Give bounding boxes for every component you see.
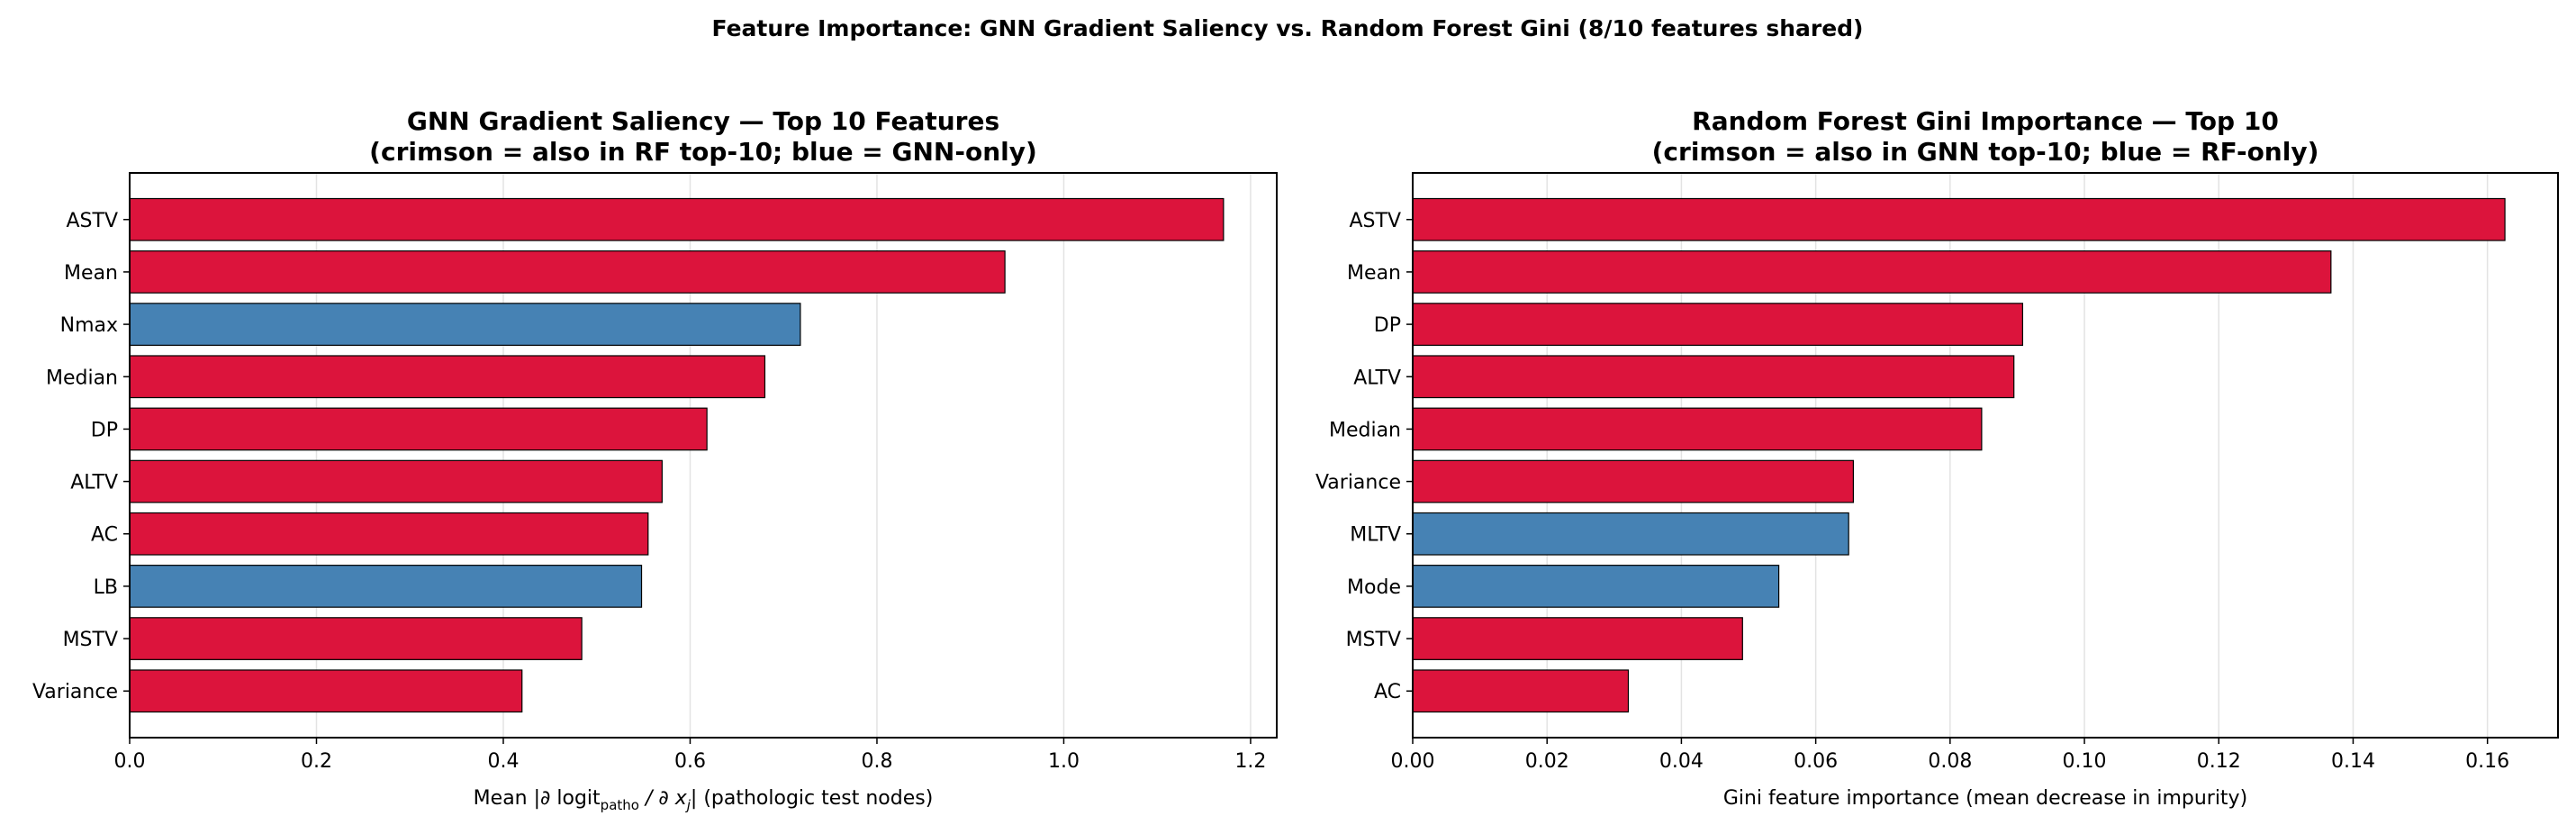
- rf-ytick-label: Variance: [1315, 472, 1401, 494]
- gnn-ytick-label: ALTV: [70, 472, 118, 494]
- gnn-xtick-label: 0.4: [487, 750, 519, 773]
- rf-gini-panel: Random Forest Gini Importance — Top 10 (…: [1315, 106, 2559, 810]
- rf-ytick-label: ASTV: [1349, 210, 1401, 232]
- gnn-xlabel: Mean |∂ logitpatho / ∂ xj| (pathologic t…: [474, 787, 934, 813]
- rf-ytick-label: MSTV: [1346, 629, 1401, 651]
- rf-bar-dp: [1412, 303, 2024, 346]
- rf-bar-variance: [1412, 459, 1855, 503]
- gnn-xtick-label: 0.2: [301, 750, 332, 773]
- rf-xtick-label: 0.06: [1794, 750, 1838, 773]
- gnn-xtick-label: 0.0: [114, 750, 146, 773]
- rf-ytick-label: Median: [1329, 419, 1401, 441]
- rf-bar-altv: [1412, 355, 2015, 399]
- gnn-bar-astv: [129, 197, 1225, 241]
- rf-bar-mode: [1412, 565, 1780, 608]
- rf-bar-mstv: [1412, 617, 1743, 660]
- rf-xtick-label: 0.16: [2465, 750, 2509, 773]
- rf-ytick-label: AC: [1374, 681, 1401, 703]
- rf-title-line2: (crimson = also in GNN top-10; blue = RF…: [1652, 137, 2319, 167]
- gnn-ytick-label: AC: [91, 524, 118, 547]
- rf-axes-frame: [1412, 172, 2559, 739]
- rf-bar-astv: [1412, 197, 2506, 241]
- gnn-title-line2: (crimson = also in RF top-10; blue = GNN…: [369, 137, 1037, 167]
- gnn-bar-dp: [129, 407, 708, 451]
- gnn-ytick-label: Nmax: [60, 314, 118, 337]
- rf-bar-median: [1412, 407, 1983, 451]
- rf-ytick-label: MLTV: [1350, 524, 1401, 547]
- gnn-bar-lb: [129, 565, 643, 608]
- gnn-ytick-label: DP: [91, 419, 118, 441]
- rf-ytick-label: Mean: [1347, 262, 1401, 285]
- rf-xtick-label: 0.10: [2063, 750, 2107, 773]
- gnn-bar-median: [129, 355, 766, 399]
- gnn-bar-nmax: [129, 303, 801, 346]
- rf-xtick-label: 0.02: [1525, 750, 1569, 773]
- gnn-title-line1: GNN Gradient Saliency — Top 10 Features: [407, 106, 999, 136]
- rf-xtick-label: 0.12: [2197, 750, 2241, 773]
- rf-ytick-label: Mode: [1347, 576, 1401, 599]
- gnn-bar-ac: [129, 512, 649, 556]
- suptitle: Feature Importance: GNN Gradient Salienc…: [712, 15, 1864, 41]
- rf-bar-ac: [1412, 669, 1630, 713]
- rf-ytick-label: DP: [1374, 314, 1401, 337]
- gnn-xtick-label: 0.6: [674, 750, 706, 773]
- gnn-ytick-label: ASTV: [66, 210, 118, 232]
- rf-xtick-label: 0.04: [1659, 750, 1704, 773]
- rf-bar-mltv: [1412, 512, 1849, 556]
- gnn-ytick-label: Variance: [32, 681, 118, 703]
- rf-xtick-label: 0.14: [2331, 750, 2375, 773]
- gnn-xtick-label: 1.0: [1048, 750, 1080, 773]
- gnn-bar-altv: [129, 459, 663, 503]
- gnn-ytick-label: Mean: [64, 262, 118, 285]
- gnn-saliency-panel: GNN Gradient Saliency — Top 10 Features …: [32, 106, 1278, 813]
- rf-xtick-label: 0.00: [1391, 750, 1435, 773]
- gnn-bar-variance: [129, 669, 523, 713]
- gnn-xtick-label: 1.2: [1234, 750, 1266, 773]
- gnn-ytick-label: Median: [46, 367, 118, 389]
- gnn-bar-mstv: [129, 617, 583, 660]
- rf-title-line1: Random Forest Gini Importance — Top 10: [1692, 106, 2279, 136]
- rf-xlabel: Gini feature importance (mean decrease i…: [1723, 787, 2247, 810]
- rf-bar-mean: [1412, 250, 2332, 294]
- rf-xtick-label: 0.08: [1928, 750, 1972, 773]
- gnn-axes-frame: [129, 172, 1278, 739]
- rf-ytick-label: ALTV: [1353, 367, 1401, 389]
- gnn-bar-mean: [129, 250, 1006, 294]
- gnn-ytick-label: MSTV: [63, 629, 118, 651]
- gnn-ytick-label: LB: [94, 576, 118, 599]
- gnn-xtick-label: 0.8: [861, 750, 892, 773]
